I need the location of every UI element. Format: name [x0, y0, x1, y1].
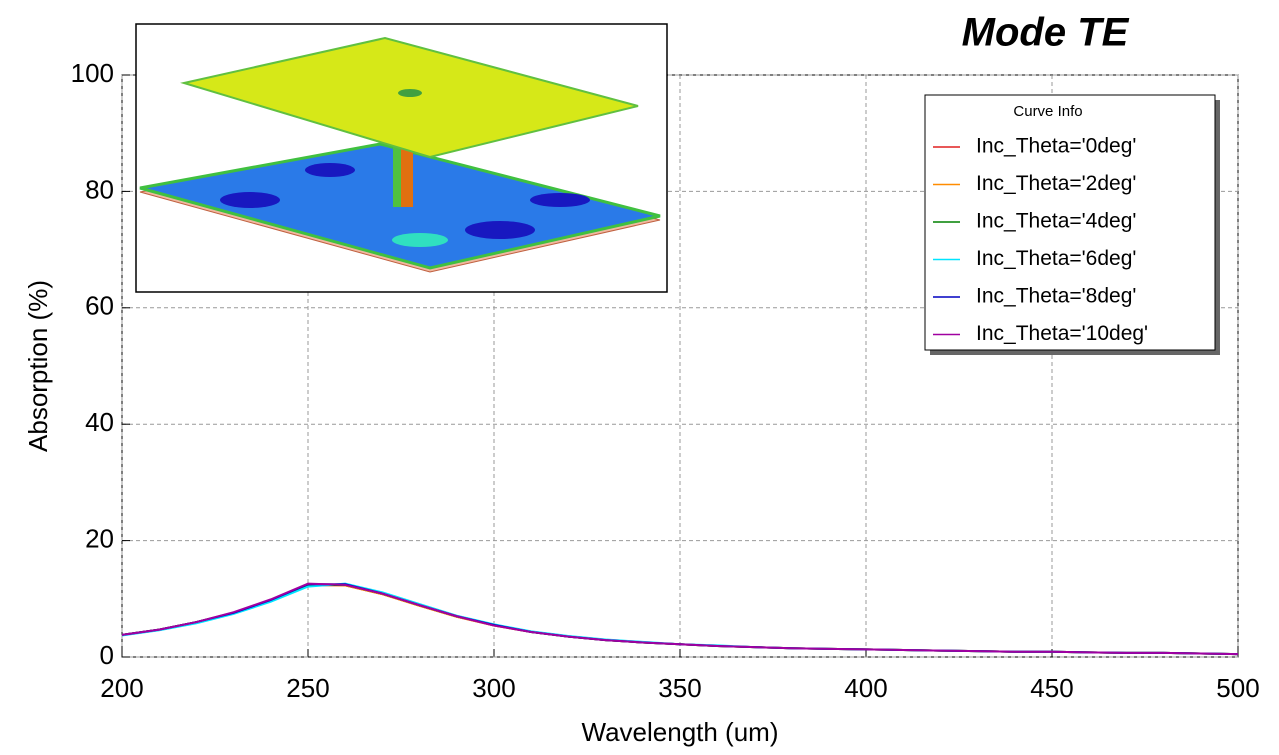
chart-title: Mode TE: [962, 11, 1130, 55]
legend-label: Inc_Theta='0deg': [976, 135, 1136, 158]
y-tick-label: 60: [85, 291, 114, 321]
y-tick-label: 80: [85, 174, 114, 204]
legend-label: Inc_Theta='6deg': [976, 247, 1136, 270]
legend-label: Inc_Theta='8deg': [976, 285, 1136, 308]
y-tick-label: 0: [100, 640, 114, 670]
x-tick-label: 400: [844, 673, 887, 703]
x-tick-label: 200: [100, 673, 143, 703]
y-tick-label: 20: [85, 523, 114, 553]
inset-image: [136, 24, 667, 292]
y-axis-label: Absorption (%): [23, 280, 53, 452]
legend-label: Inc_Theta='4deg': [976, 210, 1136, 233]
legend-label: Inc_Theta='10deg': [976, 322, 1148, 345]
x-axis-label: Wavelength (um): [582, 717, 779, 747]
x-tick-label: 450: [1030, 673, 1073, 703]
x-tick-label: 300: [472, 673, 515, 703]
legend-label: Inc_Theta='2deg': [976, 172, 1136, 195]
y-tick-label: 100: [71, 58, 114, 88]
legend-title: Curve Info: [1013, 103, 1082, 120]
x-tick-label: 500: [1216, 673, 1259, 703]
x-tick-label: 350: [658, 673, 701, 703]
x-tick-label: 250: [286, 673, 329, 703]
y-tick-label: 40: [85, 407, 114, 437]
chart: Mode TE Wavelength (um) Absorption (%) C…: [0, 0, 1279, 755]
